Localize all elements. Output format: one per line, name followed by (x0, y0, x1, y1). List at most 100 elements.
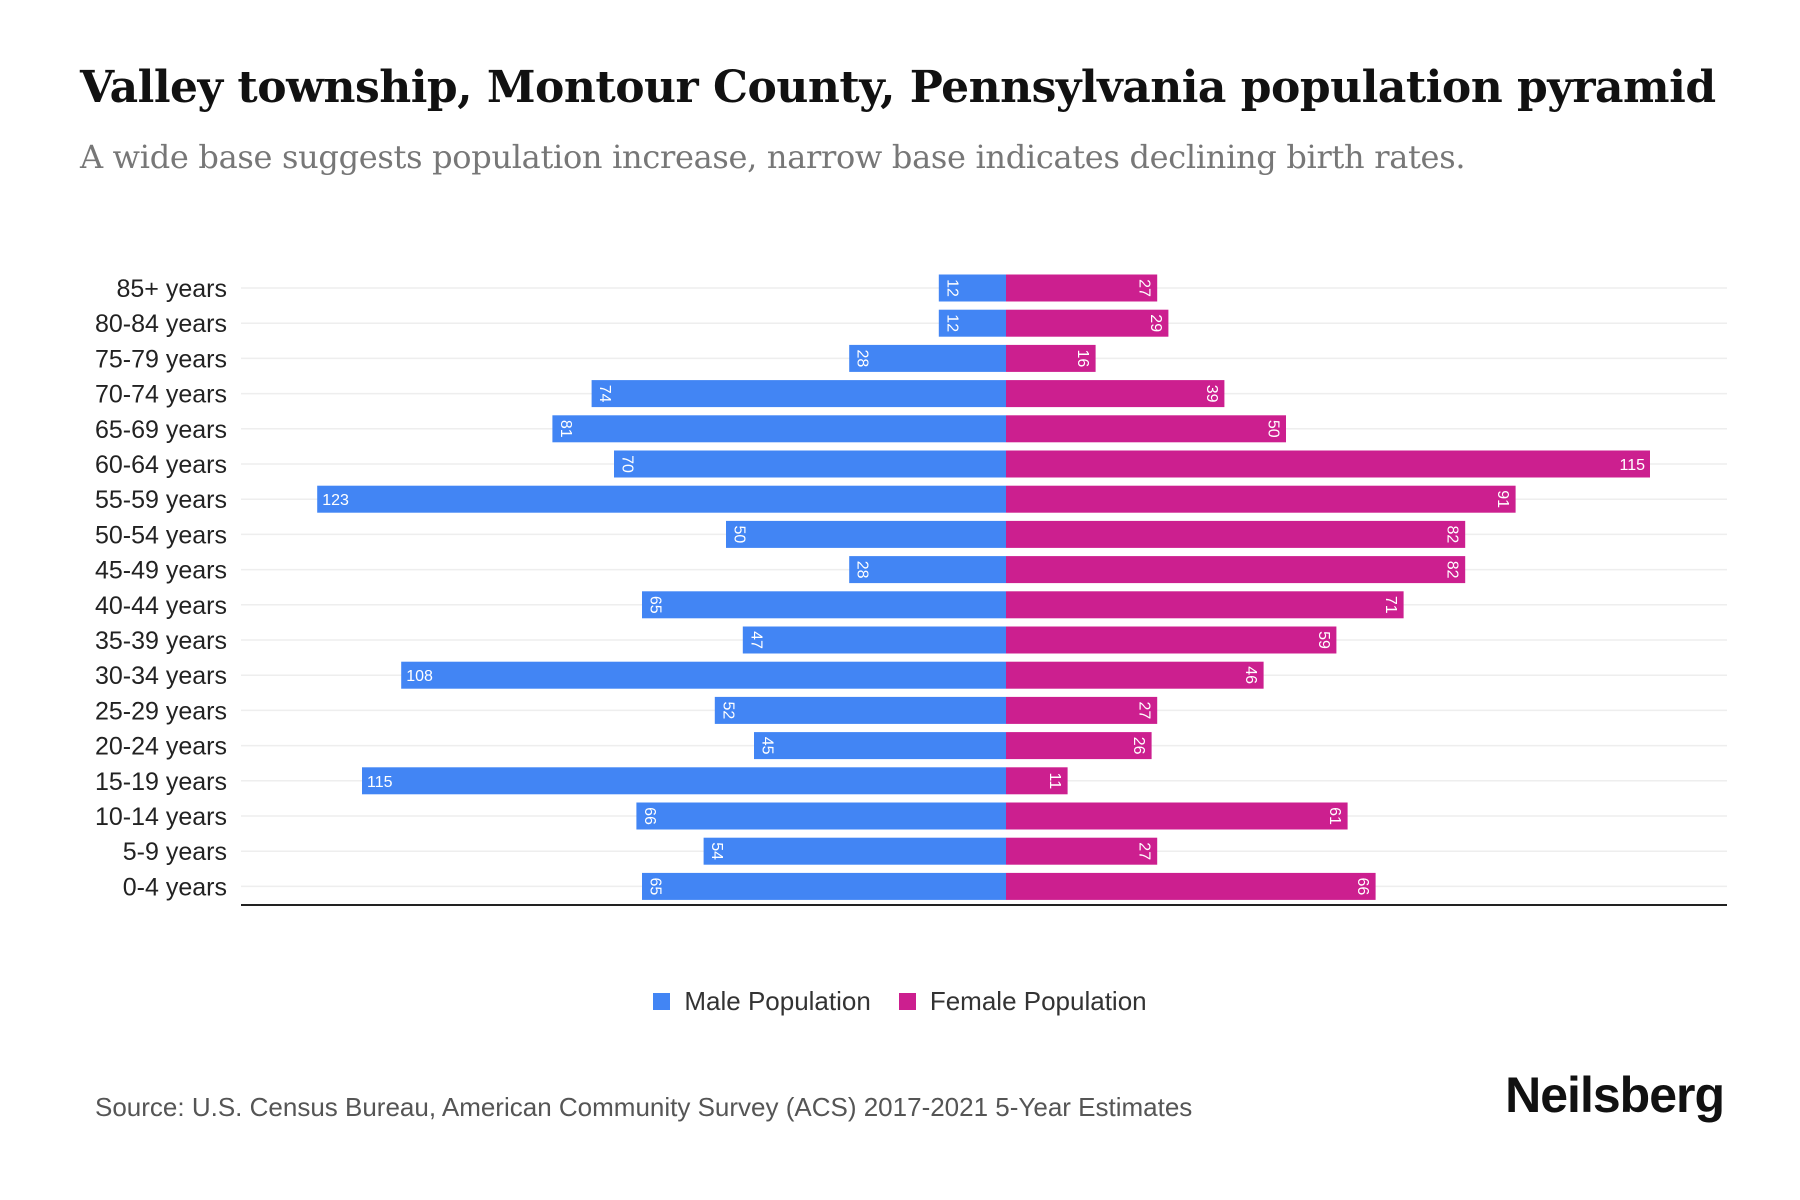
male-data-label: 108 (406, 668, 433, 685)
y-tick-label: 15-19 years (95, 768, 227, 796)
male-data-label: 50 (731, 526, 748, 544)
male-data-label: 66 (641, 807, 658, 825)
y-tick-label: 30-34 years (95, 662, 227, 690)
y-tick-label: 35-39 years (95, 627, 227, 655)
male-bar (317, 485, 1006, 513)
male-bar (642, 591, 1006, 619)
female-data-label: 59 (1315, 631, 1332, 649)
male-bar (938, 309, 1006, 337)
male-data-label: 65 (647, 596, 664, 614)
female-data-label: 16 (1074, 350, 1091, 368)
male-data-label: 115 (367, 774, 393, 791)
female-bar (1006, 556, 1466, 584)
male-bar (703, 837, 1006, 865)
male-bar (726, 520, 1006, 548)
source-note: Source: U.S. Census Bureau, American Com… (95, 1092, 1193, 1122)
male-bar (591, 380, 1006, 408)
female-data-label: 66 (1354, 878, 1371, 896)
male-data-label: 28 (854, 561, 871, 579)
male-data-label: 47 (747, 631, 764, 649)
y-tick-label: 45-49 years (95, 557, 227, 585)
female-data-label: 61 (1326, 807, 1343, 825)
female-bar (1006, 274, 1158, 302)
female-data-label: 46 (1242, 666, 1259, 684)
male-bar (849, 556, 1006, 584)
male-bar (401, 661, 1006, 689)
female-data-label: 50 (1265, 420, 1282, 438)
female-data-label: 115 (1619, 457, 1645, 474)
male-data-label: 81 (557, 420, 574, 438)
y-tick-label: 25-29 years (95, 697, 227, 725)
female-bar (1006, 872, 1376, 900)
male-data-label: 70 (619, 455, 636, 473)
male-data-label: 123 (322, 492, 349, 509)
male-bar (742, 626, 1006, 654)
male-bar (642, 872, 1006, 900)
chart-title: Valley township, Montour County, Pennsyl… (80, 62, 1716, 113)
male-data-label: 52 (719, 702, 736, 720)
female-data-label: 27 (1136, 702, 1153, 720)
female-bar (1006, 450, 1650, 478)
female-data-label: 91 (1494, 490, 1511, 508)
y-tick-label: 0-4 years (123, 873, 227, 901)
female-data-label: 27 (1136, 279, 1153, 297)
female-data-label: 29 (1147, 314, 1164, 332)
y-tick-label: 75-79 years (95, 345, 227, 373)
male-bar (552, 415, 1006, 443)
female-bar (1006, 767, 1068, 795)
male-data-label: 12 (943, 314, 960, 332)
female-bar (1006, 520, 1466, 548)
y-tick-label: 40-44 years (95, 592, 227, 620)
female-data-label: 82 (1444, 561, 1461, 579)
male-data-label: 74 (596, 385, 613, 403)
male-bar (636, 802, 1006, 830)
female-bar (1006, 344, 1096, 372)
male-bar (938, 274, 1006, 302)
y-tick-label: 5-9 years (123, 838, 227, 866)
female-bar (1006, 309, 1169, 337)
y-tick-label: 10-14 years (95, 803, 227, 831)
female-bar (1006, 837, 1158, 865)
legend-label-female: Female Population (929, 986, 1147, 1016)
male-bar (754, 732, 1006, 760)
male-bar (614, 450, 1006, 478)
female-bar (1006, 696, 1158, 724)
female-data-label: 26 (1130, 737, 1147, 755)
legend-item-male: Male Population (653, 986, 871, 1017)
male-data-label: 12 (943, 279, 960, 297)
y-tick-label: 65-69 years (95, 416, 227, 444)
male-bar (714, 696, 1006, 724)
female-data-label: 39 (1203, 385, 1220, 403)
y-tick-label: 85+ years (117, 275, 228, 303)
female-data-label: 71 (1382, 596, 1399, 614)
y-tick-label: 80-84 years (95, 310, 227, 338)
female-bar (1006, 380, 1225, 408)
legend: Male Population Female Population (0, 986, 1800, 1017)
chart-subtitle: A wide base suggests population increase… (80, 138, 1466, 176)
legend-item-female: Female Population (898, 986, 1147, 1017)
y-tick-label: 55-59 years (95, 486, 227, 514)
male-bar (849, 344, 1006, 372)
y-tick-label: 20-24 years (95, 733, 227, 761)
female-data-label: 11 (1046, 772, 1063, 789)
female-bar (1006, 802, 1348, 830)
population-pyramid-chart: 85+ years 12 27 80-84 years 12 29 75-79 years 2… (95, 274, 1727, 906)
female-data-label: 82 (1444, 526, 1461, 544)
y-tick-label: 60-64 years (95, 451, 227, 479)
legend-label-male: Male Population (684, 986, 871, 1016)
neilsberg-logo: Neilsberg (1505, 1067, 1725, 1123)
male-data-label: 28 (854, 350, 871, 368)
y-tick-label: 70-74 years (95, 381, 227, 409)
legend-swatch-male (653, 993, 671, 1010)
y-tick-label: 50-54 years (95, 521, 227, 549)
male-bar (362, 767, 1006, 795)
male-data-label: 54 (708, 842, 725, 860)
female-bar (1006, 485, 1516, 513)
legend-swatch-female (898, 993, 916, 1010)
male-data-label: 45 (759, 737, 776, 755)
female-bar (1006, 415, 1286, 443)
female-bar (1006, 591, 1404, 619)
female-bar (1006, 661, 1264, 689)
female-bar (1006, 626, 1337, 654)
female-data-label: 27 (1136, 842, 1153, 860)
